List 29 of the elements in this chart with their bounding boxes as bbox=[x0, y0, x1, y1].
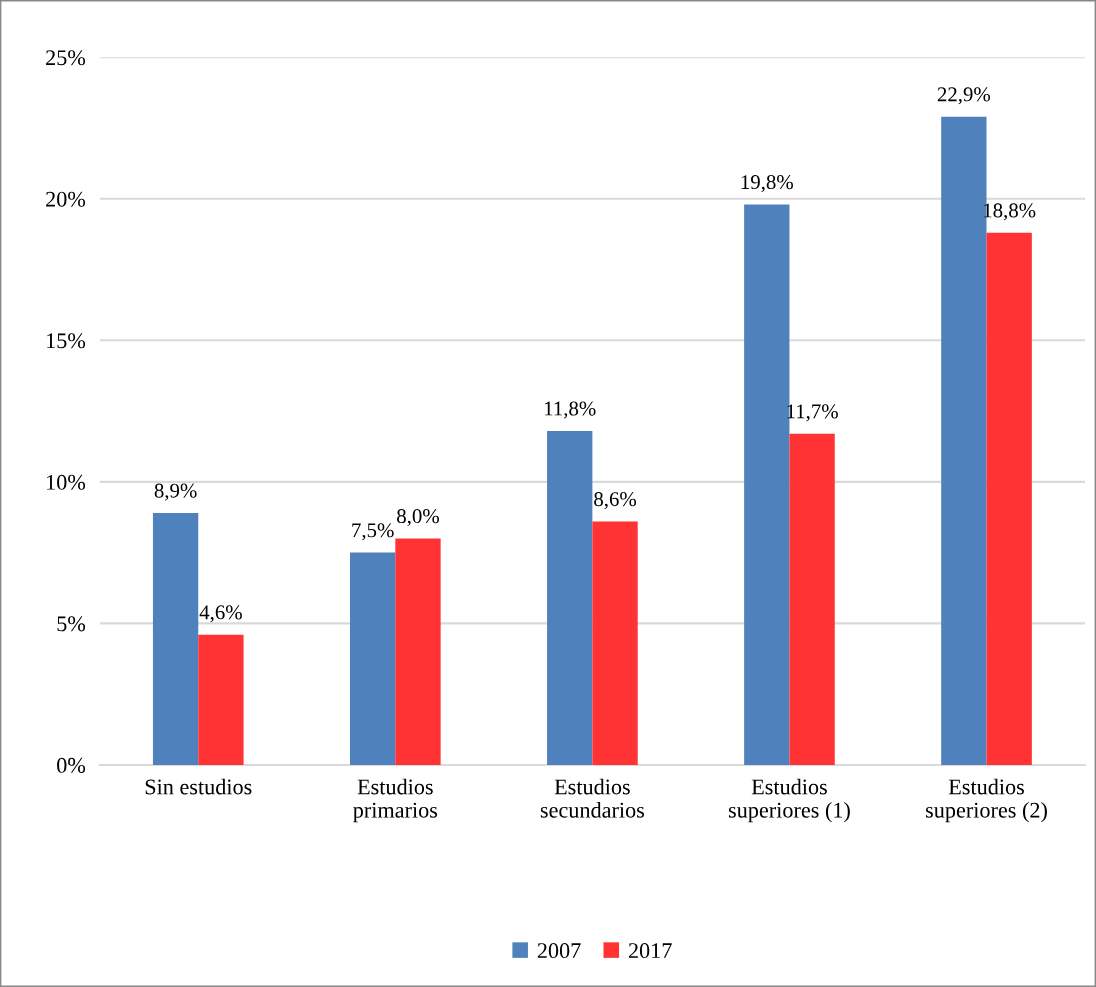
data-label: 8,6% bbox=[594, 492, 637, 510]
bar bbox=[395, 538, 441, 765]
x-tick-label: Estudios primarios bbox=[353, 778, 438, 823]
x-tick-label: Sin estudios bbox=[145, 778, 252, 795]
bar bbox=[789, 433, 835, 765]
bar bbox=[350, 552, 396, 765]
legend-label: 2007 bbox=[537, 943, 581, 959]
data-label: 11,8% bbox=[545, 401, 596, 419]
data-label: 7,5% bbox=[352, 523, 394, 541]
y-tick-label: 5% bbox=[57, 616, 86, 632]
bar bbox=[152, 512, 199, 765]
data-label: 8,0% bbox=[397, 509, 439, 527]
x-tick-label: Estudios secundarios bbox=[540, 778, 645, 818]
data-label: 22,9% bbox=[937, 87, 991, 105]
x-tick-label: Estudios superiores (2) bbox=[926, 778, 1047, 823]
data-label: 8,9% bbox=[154, 483, 197, 501]
y-tick-label: 10% bbox=[47, 474, 86, 490]
y-tick-label: 20% bbox=[46, 191, 86, 207]
y-tick-label: 25% bbox=[46, 50, 86, 66]
data-label: 4,6% bbox=[199, 605, 242, 623]
data-label: 19,8% bbox=[741, 175, 793, 193]
bar bbox=[986, 232, 1032, 765]
y-tick-label: 15% bbox=[47, 333, 86, 349]
y-tick-label: 0% bbox=[57, 757, 86, 773]
bar bbox=[592, 521, 638, 765]
legend-label: 2017 bbox=[628, 943, 672, 959]
x-tick-label: Estudios superiores (1) bbox=[728, 778, 850, 823]
bar bbox=[198, 634, 244, 765]
bar bbox=[547, 430, 593, 765]
